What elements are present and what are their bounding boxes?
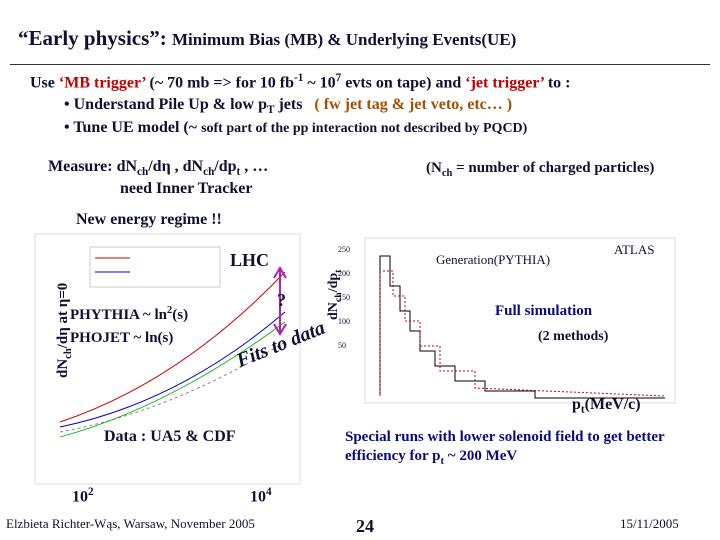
t: Tune UE model (~ [73,119,202,136]
t: 2 [88,486,94,498]
phojet: PHOJET ~ ln(s) [70,330,174,346]
data-note: Data : UA5 & CDF [104,428,236,445]
right-y-label: dNch/dpt [326,270,344,320]
t: 2 [167,305,173,316]
curve [59,341,286,433]
t: PHYTHIA ~ ln [70,307,167,323]
pythia: PHYTHIA ~ ln2(s) [70,305,188,324]
t: , … [240,158,269,175]
t: dN [55,358,71,378]
t: ch [137,166,149,179]
frame [364,237,676,404]
t: dN [326,302,341,320]
bullet: • Tune UE model (~ soft part of the pp i… [64,119,528,136]
t: t [440,456,445,467]
measure: Measure: dNch/dη , dNch/dpt , … [48,158,268,178]
t: evts on tape) and [341,74,466,92]
t: t [236,166,241,179]
histogram [379,255,665,399]
t: 7 [335,72,342,84]
t: (~ 70 mb => for 10 fb [145,74,294,92]
intro: Use ‘MB trigger’ (~ 70 mb => for 10 fb-1… [30,72,571,92]
left-plot [34,233,301,485]
t: Measure: dN [48,158,138,175]
rule [10,64,710,65]
t: (s) [172,307,189,323]
t: /dp [214,158,237,175]
histogram [379,270,666,397]
t: ~ 200 MeV [444,448,518,464]
t: Use [30,74,59,92]
t: p [572,396,581,413]
frame [34,233,301,485]
methods: (2 methods) [538,329,609,344]
t: (N [426,160,442,176]
t: -1 [293,72,304,84]
y-tick-label: 100 [338,317,350,326]
author: Elzbieta Richter-Wąs, Warsaw, November 2… [6,516,255,531]
y-ticks: 250 200 150 100 50 [338,238,350,358]
curve [59,321,286,438]
x-label: 102 [72,486,94,506]
t: ~ 10 [303,74,336,92]
t: soft part of the pp interaction not desc… [201,121,528,136]
t: ch [441,168,453,179]
t: ( fw jet tag & jet veto, etc… ) [314,96,513,113]
t: to : [543,74,571,92]
t: ch [332,292,344,303]
t: /dp [326,272,341,293]
y-tick-label: 50 [338,341,346,350]
page: 24 [356,516,374,536]
y-tick-label: 150 [338,293,350,302]
lhc: LHC [230,250,270,270]
t: jets [274,96,303,113]
t: T [266,104,275,117]
regime: New energy regime !! [76,211,222,228]
curve [59,271,286,423]
title: “Early physics”: Minimum Bias (MB) & Und… [18,26,516,51]
t: 10 [72,488,88,506]
title-rest: Minimum Bias (MB) & Underlying Events(UE… [172,30,517,49]
arrowheads [273,266,287,336]
t: ‘MB trigger’ [58,74,146,92]
t: Understand Pile Up & low p [73,96,267,113]
y-tick-label: 200 [338,269,350,278]
question: ? [277,290,286,310]
x-label: pt(MeV/c) [572,396,641,416]
full-sim: Full simulation [495,303,593,319]
t: (MeV/c) [584,396,641,413]
right-plot [364,237,676,404]
date: 15/11/2005 [620,516,679,531]
t: 4 [266,486,272,498]
t: t [580,404,585,417]
x-label: 104 [250,486,272,506]
t: ch [203,166,215,179]
generation: Generation(PYTHIA) [436,252,551,267]
t: /dη at η=0 [55,282,71,349]
t: 10 [250,488,266,506]
curve [59,311,286,428]
atlas: ATLAS [614,242,655,257]
measure-2: need Inner Tracker [120,180,253,197]
t: /dη , dN [148,158,204,175]
special: Special runs with lower solenoid field t… [345,428,695,471]
legend-box [89,246,221,288]
t: Special runs with lower solenoid field t… [345,429,665,464]
t: = number of charged particles) [452,160,655,176]
t: t [332,269,344,273]
y-tick-label: 250 [338,245,350,254]
bullet: • Understand Pile Up & low pT jets ( fw … [64,96,513,117]
note: (Nch = number of charged particles) [426,160,654,179]
t: ‘jet trigger’ [465,74,544,92]
t: ch [63,348,74,359]
title-lead: “Early physics”: [18,26,167,50]
